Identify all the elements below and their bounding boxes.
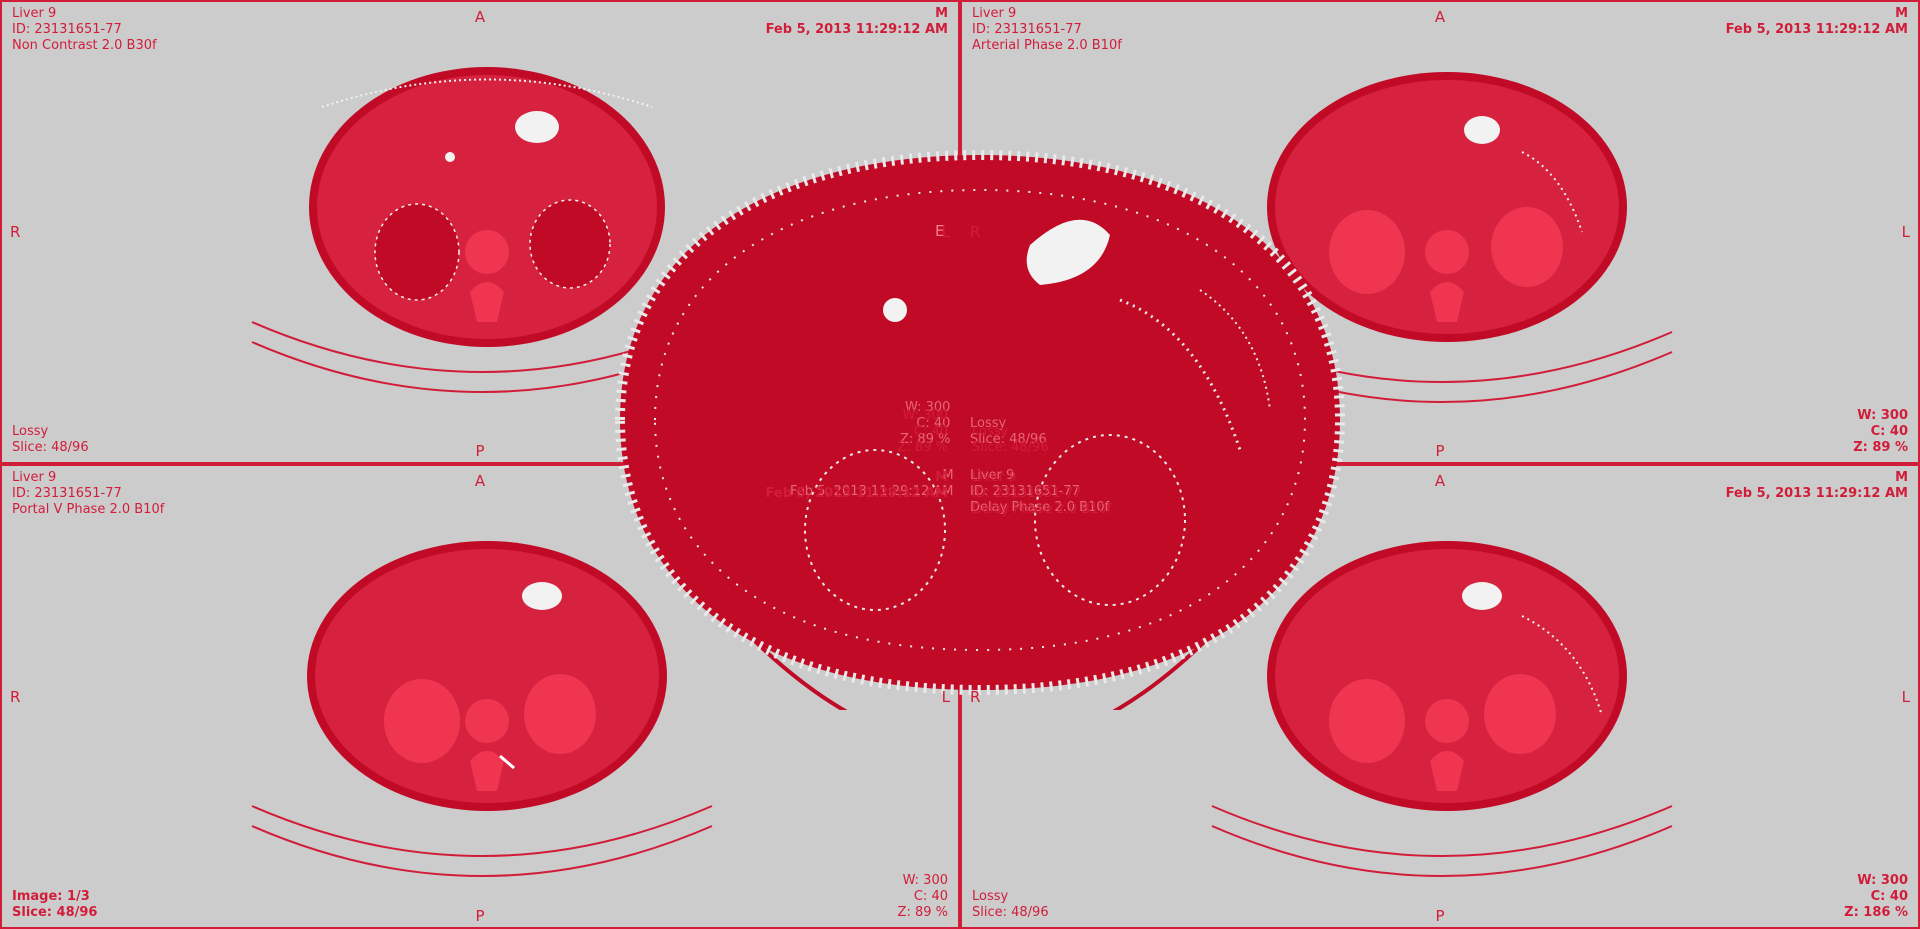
corner-marker: M [1895,470,1908,485]
orientation-left: L [1901,223,1910,241]
overlay-bottom-right: W: 300 C: 40 Z: 186 % [1844,873,1908,921]
overlay-bottom-right: W: 300 C: 40 Z: 89 % [1853,408,1908,456]
series-description: Portal V Phase 2.0 B10f [12,502,165,517]
window-center: C: 40 [1870,424,1908,439]
ct-slice-image [1211,541,1673,877]
series-description: Non Contrast 2.0 B30f [12,38,157,53]
overlay-top-left: Liver 9 ID: 23131651-77 Arterial Phase 2… [972,6,1122,54]
viewport-top-left[interactable]: Liver 9 ID: 23131651-77 Non Contrast 2.0… [0,0,960,464]
window-center: C: 40 [1870,889,1908,904]
viewport-bottom-right[interactable]: Liver 9 ID: 23131651-77 Delay Phase 2.0 … [960,464,1920,929]
patient-name: Liver 9 [972,6,1017,21]
ct-slice-image [251,67,713,393]
study-date: Feb 5, 2013 11:29:12 AM [765,486,948,501]
orientation-right: R [10,223,21,241]
patient-id: ID: 23131651-77 [12,22,122,37]
overlay-top-right: M Feb 5, 2013 11:29:12 AM [1726,6,1908,38]
corner-marker: M [1895,6,1908,21]
orientation-anterior: A [474,8,486,26]
orientation-right: R [10,687,21,706]
orientation-left: L [1901,687,1910,706]
series-description: Delay Phase 2.0 B10f [972,502,1112,517]
study-date: Feb 5, 2013 11:29:12 AM [1725,22,1908,37]
orientation-anterior: A [474,472,486,490]
overlay-bottom-left: Lossy Slice: 48/96 [972,424,1049,456]
zoom-level: Z: 89 % [897,440,948,455]
overlay-top-left: Liver 9 ID: 23131651-77 Delay Phase 2.0 … [972,470,1111,518]
patient-name: Liver 9 [12,6,57,21]
window-center: C: 40 [913,889,948,904]
window-width: W: 300 [1857,408,1908,423]
overlay-top-right: M Feb 5, 2013 11:29:12 AM [766,6,948,38]
window-width: W: 300 [1857,873,1908,888]
orientation-right: R [970,687,981,706]
orientation-posterior: P [475,442,485,460]
overlay-top-right: M Feb 5, 2013 11:29:12 AM [1726,470,1908,502]
slice-label: Slice: 48/96 [12,440,89,455]
patient-name: Liver 9 [972,470,1017,485]
orientation-posterior: P [1435,907,1445,925]
window-width: W: 300 [902,408,948,423]
compression-label: Lossy [972,424,1009,439]
orientation-posterior: P [475,907,485,925]
orientation-anterior: A [1434,8,1446,26]
compression-label: Lossy [12,424,49,439]
overlay-bottom-right: W: 300 C: 40 Z: 89 % [898,408,948,456]
zoom-level: Z: 89 % [1853,440,1908,455]
overlay-bottom-left: Image: 1/3 Slice: 48/96 [12,889,97,921]
overlay-bottom-left: Lossy Slice: 48/96 [972,889,1049,921]
viewport-bottom-left[interactable]: Liver 9 ID: 23131651-77 Portal V Phase 2… [0,464,960,929]
series-description: Arterial Phase 2.0 B10f [972,38,1122,53]
viewport-top-right[interactable]: Liver 9 ID: 23131651-77 Arterial Phase 2… [960,0,1920,464]
orientation-anterior: A [1434,472,1446,490]
overlay-bottom-right: W: 300 C: 40 Z: 89 % [898,873,948,921]
corner-marker: M [935,6,948,21]
orientation-right: R [970,223,981,241]
zoom-level: Z: 89 % [897,905,948,920]
overlay-bottom-left: Lossy Slice: 48/96 [12,424,89,456]
window-width: W: 300 [902,873,948,888]
study-date: Feb 5, 2013 11:29:12 AM [1725,486,1908,501]
patient-id: ID: 23131651-77 [972,22,1082,37]
orientation-left: L [941,223,950,241]
patient-name: Liver 9 [12,470,57,485]
overlay-top-right: M Feb 5, 2013 11:29:12 AM [766,470,948,502]
zoom-level: Z: 186 % [1844,905,1908,920]
overlay-top-left: Liver 9 ID: 23131651-77 Portal V Phase 2… [12,470,164,518]
slice-label: Slice: 48/96 [972,905,1049,920]
overlay-top-left: Liver 9 ID: 23131651-77 Non Contrast 2.0… [12,6,157,54]
slice-label: Slice: 48/96 [972,440,1049,455]
study-date: Feb 5, 2013 11:29:12 AM [765,22,948,37]
window-center: C: 40 [913,424,948,439]
slice-label: Slice: 48/96 [12,905,98,920]
patient-id: ID: 23131651-77 [972,486,1082,501]
compression-label: Lossy [972,889,1009,904]
patient-id: ID: 23131651-77 [12,486,122,501]
orientation-posterior: P [1435,442,1445,460]
ct-slice-image [1211,72,1673,403]
image-counter: Image: 1/3 [12,889,90,904]
ct-slice-image [251,541,713,877]
corner-marker: M [935,470,948,485]
orientation-left: L [941,687,950,706]
